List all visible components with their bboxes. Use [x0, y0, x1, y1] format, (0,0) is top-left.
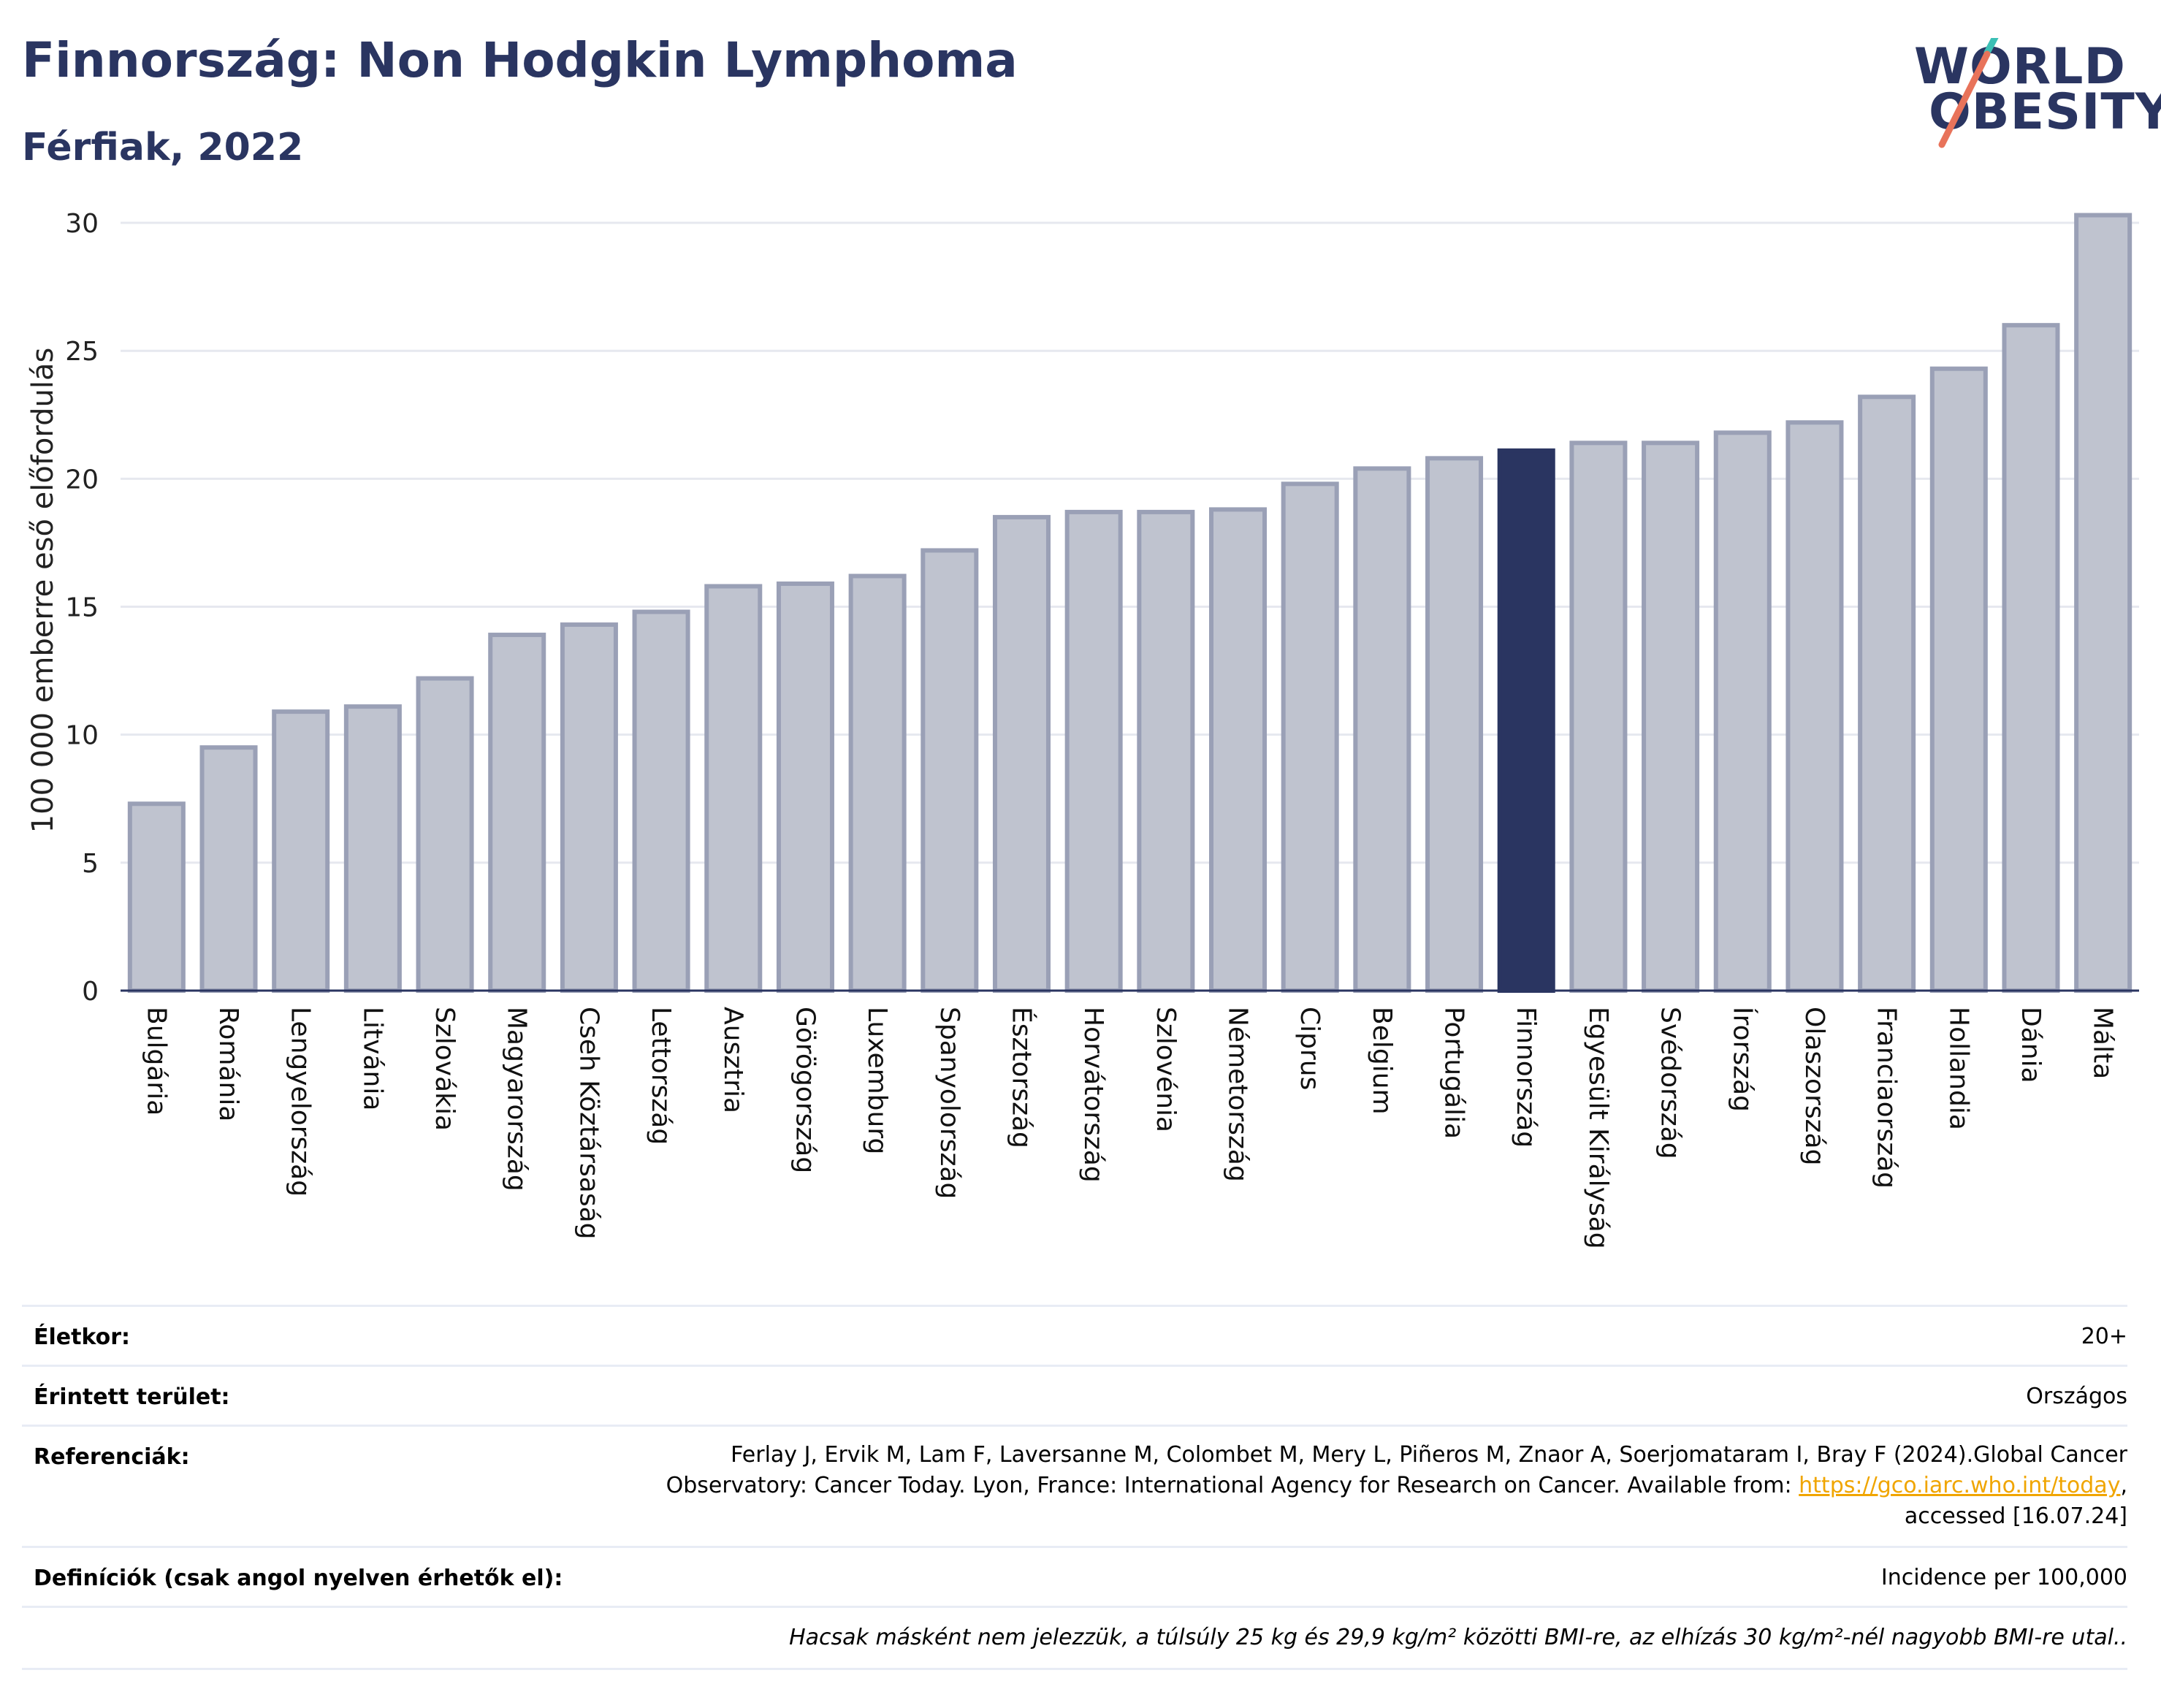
x-tick-label: Cseh Köztársaság — [573, 1007, 603, 1240]
x-tick-label: Ausztria — [718, 1007, 748, 1113]
area-label: Érintett terület: — [34, 1384, 230, 1410]
bar — [416, 676, 474, 993]
x-tick-label: Málta — [2088, 1007, 2118, 1079]
info-row-area: Érintett terület: Országos — [22, 1365, 2127, 1427]
chart-subtitle: Férfiak, 2022 — [22, 126, 304, 169]
info-row-references: Referenciák: Ferlay J, Ervik M, Lam F, L… — [22, 1425, 2127, 1548]
reference-line-2: Observatory: Cancer Today. Lyon, France:… — [666, 1471, 2127, 1501]
bar — [921, 548, 979, 993]
info-row-note: Hacsak másként nem jelezzük, a túlsúly 2… — [22, 1606, 2127, 1670]
x-tick-label: Lengyelország — [286, 1007, 316, 1197]
y-tick-label: 25 — [65, 337, 99, 367]
info-row-age: Életkor: 20+ — [22, 1305, 2127, 1367]
bar — [1209, 507, 1268, 993]
x-tick-label: Ciprus — [1295, 1007, 1325, 1090]
bar — [1281, 481, 1339, 994]
y-tick-label: 0 — [82, 977, 99, 1007]
bar — [1064, 509, 1123, 993]
x-tick-label: Észtország — [1006, 1007, 1037, 1148]
logo-word-world: WORLD — [1914, 38, 2126, 96]
area-value: Országos — [2026, 1384, 2127, 1409]
reference-link[interactable]: https://gco.iarc.who.int/today — [1799, 1473, 2121, 1498]
definitions-label: Definíciók (csak angol nyelven érhetők e… — [34, 1566, 563, 1591]
bar — [1569, 441, 1628, 993]
bar — [776, 581, 834, 993]
footnote: Hacsak másként nem jelezzük, a túlsúly 2… — [789, 1625, 2127, 1650]
x-tick-label: Szlovénia — [1151, 1007, 1181, 1132]
x-tick-label: Dánia — [2016, 1007, 2046, 1083]
x-tick-label: Franciaország — [1872, 1007, 1902, 1189]
bar — [632, 609, 690, 993]
y-tick-label: 30 — [65, 209, 99, 239]
info-row-definitions: Definíciók (csak angol nyelven érhetők e… — [22, 1546, 2127, 1608]
x-tick-label: Portugália — [1439, 1007, 1469, 1139]
reference-line-2-text: Observatory: Cancer Today. Lyon, France:… — [666, 1473, 1799, 1498]
x-tick-label: Románia — [213, 1007, 243, 1121]
bar — [2002, 323, 2060, 993]
bar — [1713, 430, 1772, 994]
age-label: Életkor: — [34, 1324, 131, 1350]
bar — [199, 745, 258, 993]
y-tick-label: 15 — [65, 593, 99, 623]
x-tick-label: Finnország — [1511, 1007, 1541, 1148]
bar — [488, 633, 546, 994]
bar — [1785, 420, 1844, 993]
references-label: Referenciák: — [34, 1444, 190, 1470]
age-value: 20+ — [2081, 1324, 2127, 1349]
reference-line-1: Ferlay J, Ervik M, Lam F, Laversanne M, … — [731, 1442, 2127, 1468]
x-tick-label: Szlovákia — [430, 1007, 460, 1131]
y-tick-label: 10 — [65, 721, 99, 751]
bar — [1497, 448, 1555, 994]
x-tick-label: Görögország — [790, 1007, 820, 1173]
bar — [560, 622, 618, 993]
bar — [704, 584, 763, 993]
y-tick-label: 5 — [82, 849, 99, 879]
bar — [1353, 466, 1411, 994]
reference-line-2-end: , — [2120, 1473, 2127, 1498]
bar — [1929, 366, 1988, 993]
reference-line-3: accessed [16.07.24] — [1904, 1503, 2127, 1529]
bar — [1137, 509, 1195, 993]
info-table: Életkor: 20+ Érintett terület: Országos … — [22, 1305, 2127, 1685]
x-tick-label: Lettország — [646, 1007, 676, 1145]
bar — [1642, 441, 1700, 993]
x-tick-label: Hollandia — [1943, 1007, 1973, 1130]
chart-title: Finnország: Non Hodgkin Lymphoma — [22, 32, 1018, 88]
references-value: Ferlay J, Ervik M, Lam F, Laversanne M, … — [666, 1440, 2127, 1532]
definitions-value: Incidence per 100,000 — [1880, 1565, 2127, 1590]
x-tick-label: Litvánia — [357, 1007, 387, 1110]
x-tick-label: Magyarország — [502, 1007, 532, 1192]
bar — [1425, 456, 1484, 993]
x-tick-label: Németország — [1223, 1007, 1253, 1182]
bar — [343, 704, 402, 993]
x-tick-label: Olaszország — [1799, 1007, 1829, 1165]
bar — [1858, 394, 1916, 994]
x-tick-label: Egyesült Királyság — [1583, 1007, 1613, 1249]
x-tick-label: Bulgária — [141, 1007, 171, 1116]
bar — [272, 709, 330, 993]
x-tick-label: Spanyolország — [934, 1007, 964, 1199]
y-tick-label: 20 — [65, 465, 99, 495]
bar — [127, 801, 186, 994]
x-tick-label: Svédország — [1655, 1007, 1685, 1159]
bar-chart: 0 5 10 15 20 25 30 100 000 emberre eső előfordu… — [26, 209, 2139, 1249]
x-tick-label: Horvátország — [1078, 1007, 1108, 1183]
world-obesity-logo: WORLD OBESITY — [1899, 38, 2161, 155]
bar — [2074, 213, 2133, 993]
bar — [992, 514, 1051, 994]
x-tick-label: Belgium — [1367, 1007, 1397, 1115]
bar — [848, 573, 907, 993]
y-axis-label: 100 000 emberre eső előfordulás — [26, 348, 60, 834]
x-tick-label: Luxemburg — [862, 1007, 892, 1154]
x-tick-label: Írország — [1727, 1007, 1758, 1112]
logo-slash-icon — [1938, 38, 1999, 148]
